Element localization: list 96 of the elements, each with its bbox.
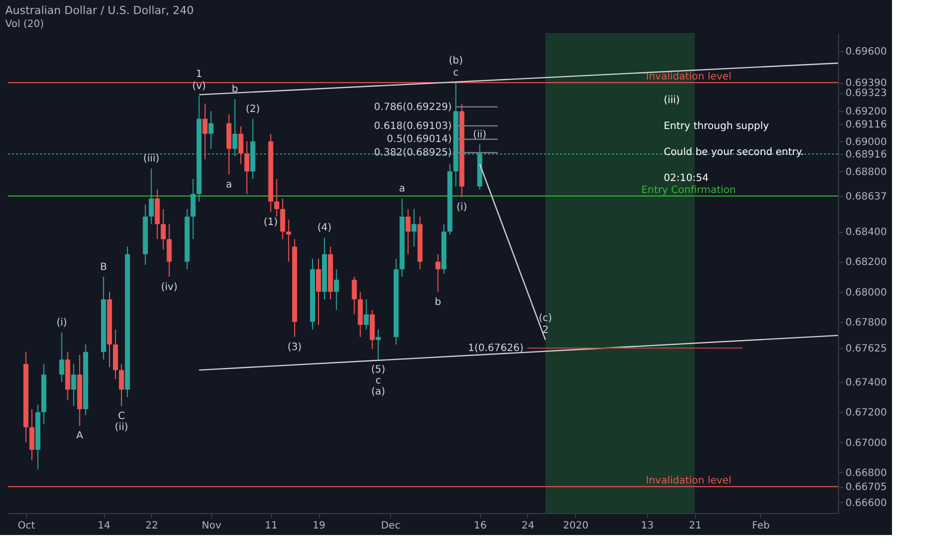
annotation: (i) [456, 202, 468, 214]
candlestick [376, 328, 381, 360]
candlestick [148, 168, 154, 225]
x-tick-label: 21 [688, 520, 702, 532]
annotation: 2 [542, 324, 549, 336]
annotation: 1 [196, 69, 202, 80]
annotation: (3) [288, 342, 302, 353]
annotation: (ii) [473, 129, 487, 140]
candlestick [202, 103, 208, 160]
y-tick-label: 0.69323 [846, 88, 887, 100]
y-tick-label: 0.69200 [846, 106, 887, 118]
candlestick [59, 332, 64, 383]
annotation: (iii) [664, 95, 680, 106]
x-tick-label: 14 [98, 520, 110, 532]
annotation: (c) [538, 312, 552, 324]
x-tick-label: 2020 [563, 520, 588, 532]
x-tick-label: 19 [312, 520, 326, 532]
x-tick-label: 16 [474, 520, 487, 532]
candlestick [316, 258, 322, 326]
y-tick-label: 0.69600 [846, 46, 887, 58]
y-tick-label: 0.68400 [846, 227, 887, 238]
annotation: b [434, 296, 442, 308]
y-tick-label: 0.66600 [846, 498, 887, 509]
ref-line-label: Invalidation level [646, 476, 732, 487]
x-tick-label: 11 [264, 520, 278, 532]
annotation: 0.786(0.69229) [374, 102, 452, 113]
x-tick-label: 13 [641, 520, 654, 532]
x-tick-label: Dec [380, 520, 400, 532]
candlestick [412, 208, 417, 248]
y-tick-label: 0.68200 [846, 257, 887, 268]
candlestick [286, 219, 292, 262]
annotation: (a) [371, 386, 386, 398]
annotation: 0.618(0.69103) [374, 120, 452, 132]
annotation: 1(0.67626) [468, 343, 524, 354]
annotation: c [375, 376, 381, 387]
y-tick-label: 0.67400 [846, 378, 887, 389]
candlestick [190, 178, 196, 240]
candlestick [364, 298, 369, 330]
y-tick-label: 0.68800 [846, 166, 887, 178]
candlestick [244, 140, 250, 195]
candlestick [29, 408, 34, 461]
candlestick [435, 254, 440, 292]
annotation: (1) [264, 217, 278, 228]
annotation: C [118, 411, 125, 422]
candlestick [406, 208, 411, 255]
y-tick-label: 0.68637 [846, 191, 887, 202]
x-tick-label: Feb [752, 520, 770, 532]
annotation: Could be your second entry. [664, 147, 804, 158]
annotation: 02:10:54 [664, 173, 709, 184]
x-tick-label: 24 [522, 520, 534, 532]
x-tick-label: Nov [202, 520, 222, 532]
annotation: b [232, 84, 238, 96]
y-tick-label: 0.68916 [846, 149, 887, 160]
annotation: c [453, 68, 459, 79]
annotation: a [226, 179, 232, 190]
annotation: (ii) [114, 422, 128, 434]
chart-title: Australian Dollar / U.S. Dollar, 240 [5, 4, 194, 17]
annotation: 0.5(0.69014) [386, 134, 452, 146]
annotation: A [76, 430, 84, 442]
annotation: (b) [448, 56, 464, 67]
y-tick-label: 0.66800 [846, 468, 887, 479]
annotation: (2) [246, 104, 260, 115]
y-tick-label: 0.69116 [846, 119, 887, 130]
candlestick [208, 110, 214, 150]
ref-line-label: Invalidation level [646, 72, 732, 83]
chart-subtitle: Vol (20) [5, 19, 44, 30]
y-tick-label: 0.67000 [846, 438, 887, 449]
candlestick [160, 208, 166, 250]
x-tick-label: 22 [145, 520, 158, 532]
candlestick [280, 198, 286, 240]
y-tick-label: 0.68000 [846, 287, 887, 298]
candlestick [274, 178, 280, 218]
candlestick [166, 224, 172, 278]
annotation: (i) [56, 317, 68, 328]
annotation: a [399, 184, 406, 195]
annotation: B [100, 262, 108, 273]
y-tick-label: 0.69390 [846, 78, 887, 90]
y-tick-label: 0.67200 [846, 408, 887, 419]
y-tick-label: 0.69000 [846, 136, 887, 148]
annotation: (iii) [143, 153, 160, 164]
candlestick [352, 276, 357, 315]
candlestick [334, 268, 339, 310]
y-tick-label: 0.67625 [846, 344, 887, 355]
candlestick [71, 364, 76, 407]
x-tick-label: Oct [18, 520, 36, 532]
annotation: 0.382(0.68925) [374, 148, 452, 159]
annotation: (iv) [160, 282, 178, 293]
y-tick-label: 0.66705 [846, 482, 887, 494]
annotation: (v) [192, 81, 206, 92]
candlestick [238, 126, 244, 164]
ref-line-label: Entry Confirmation [641, 184, 736, 196]
annotation: (4) [317, 222, 332, 234]
candlestick [118, 364, 124, 407]
annotation: Entry through supply [664, 121, 769, 132]
annotation: (5) [371, 364, 386, 376]
y-tick-label: 0.67800 [846, 317, 887, 328]
